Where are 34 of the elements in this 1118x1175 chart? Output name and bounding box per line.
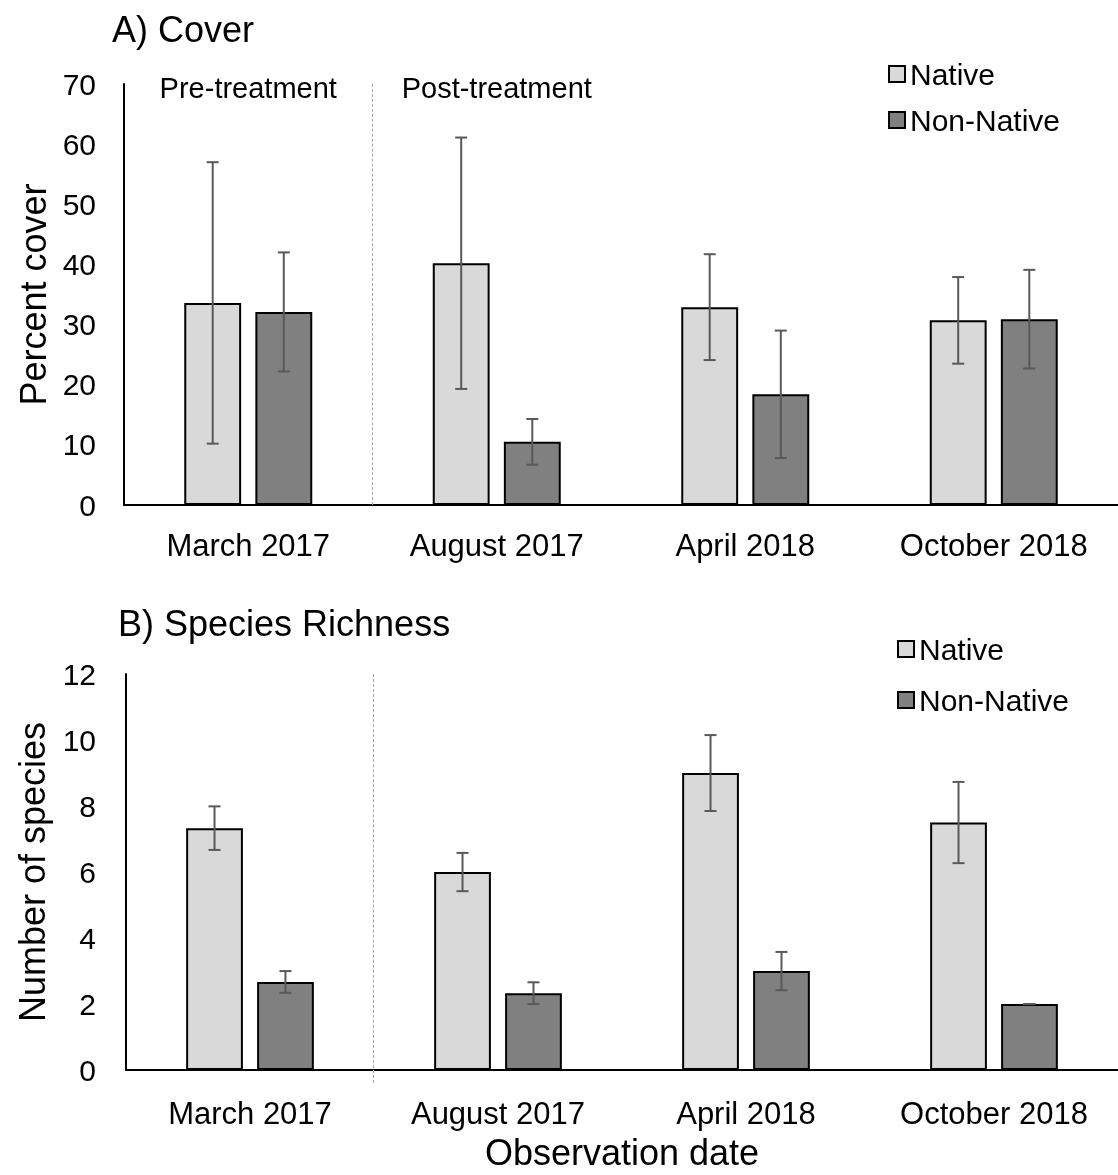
legend-label: Non-Native xyxy=(910,103,1061,137)
y-tick-label: 20 xyxy=(62,368,96,402)
x-tick-label: August 2017 xyxy=(410,1096,586,1132)
x-tick-label: March 2017 xyxy=(168,1096,332,1132)
y-tick-label: 4 xyxy=(79,921,96,955)
y-axis-title: Number of species xyxy=(11,721,53,1023)
x-tick-label: October 2018 xyxy=(900,1096,1088,1132)
y-tick-label: 40 xyxy=(62,247,96,281)
y-axis-title: Percent cover xyxy=(13,183,55,406)
y-tick-label: 8 xyxy=(79,789,96,823)
chart-title: B) Species Richness xyxy=(118,602,451,644)
y-tick-label: 12 xyxy=(62,657,96,691)
y-tick-label: 0 xyxy=(79,488,96,522)
y-tick-label: 10 xyxy=(62,723,96,757)
chart-title: A) Cover xyxy=(112,8,255,50)
x-tick-label: April 2018 xyxy=(675,528,816,563)
y-tick-label: 6 xyxy=(79,855,96,889)
y-tick-label: 0 xyxy=(79,1053,96,1087)
y-tick-label: 60 xyxy=(62,127,96,161)
annotation: Post-treatment xyxy=(401,72,592,104)
legend-label: Native xyxy=(910,57,996,91)
x-axis-title: Observation date xyxy=(484,1131,760,1173)
y-tick-label: 2 xyxy=(79,987,96,1021)
y-tick-label: 50 xyxy=(62,187,96,221)
x-tick-label: October 2018 xyxy=(899,528,1088,563)
legend-label: Native xyxy=(919,632,1005,666)
y-tick-label: 30 xyxy=(62,308,96,342)
annotation: Pre-treatment xyxy=(159,72,337,104)
x-tick-label: August 2017 xyxy=(409,528,584,563)
y-tick-label: 10 xyxy=(62,428,96,462)
x-tick-label: March 2017 xyxy=(166,528,331,563)
y-tick-label: 70 xyxy=(62,67,96,101)
legend-label: Non-Native xyxy=(919,683,1070,717)
x-tick-label: April 2018 xyxy=(676,1096,816,1132)
